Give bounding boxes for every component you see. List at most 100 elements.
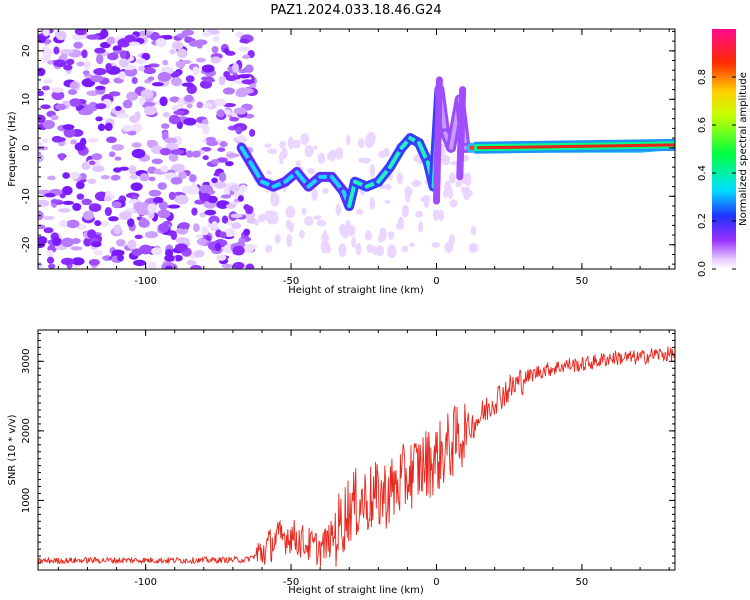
halo-cell bbox=[383, 183, 392, 190]
noise-cell bbox=[112, 45, 122, 52]
halo-cell bbox=[357, 138, 365, 148]
noise-cell bbox=[241, 79, 255, 85]
noise-cell bbox=[238, 46, 250, 52]
noise-cell bbox=[62, 172, 70, 179]
noise-cell bbox=[162, 34, 173, 40]
noise-cell bbox=[219, 141, 228, 148]
noise-cell bbox=[46, 249, 54, 257]
noise-cell bbox=[196, 238, 208, 246]
noise-cell bbox=[81, 49, 88, 59]
noise-cell bbox=[139, 173, 150, 182]
noise-cell bbox=[239, 38, 250, 44]
halo-cell bbox=[355, 242, 362, 256]
noise-cell bbox=[42, 119, 55, 130]
noise-cell bbox=[232, 245, 245, 256]
halo-cell bbox=[335, 203, 342, 216]
noise-cell bbox=[108, 91, 121, 97]
noise-cell bbox=[162, 112, 171, 118]
halo-cell bbox=[387, 244, 397, 259]
noise-cell bbox=[144, 231, 159, 239]
noise-cell bbox=[147, 261, 157, 269]
halo-cell bbox=[364, 134, 374, 149]
halo-cell bbox=[351, 236, 357, 248]
noise-cell bbox=[202, 155, 209, 161]
halo-cell bbox=[317, 152, 326, 164]
noise-cell bbox=[38, 90, 45, 97]
noise-cell bbox=[199, 212, 207, 218]
noise-cell bbox=[173, 254, 183, 262]
y-tick-label: 2000 bbox=[21, 418, 32, 443]
noise-cell bbox=[38, 153, 44, 163]
noise-cell bbox=[146, 139, 155, 146]
x-tick-label: 0 bbox=[433, 276, 439, 287]
noise-cell bbox=[87, 137, 99, 143]
noise-cell bbox=[105, 63, 113, 71]
noise-cell bbox=[60, 237, 74, 248]
halo-cell bbox=[369, 197, 375, 210]
halo-cell bbox=[267, 148, 278, 155]
noise-cell bbox=[131, 142, 142, 148]
noise-cell bbox=[191, 150, 201, 158]
halo-cell bbox=[438, 209, 445, 222]
x-tick-label: 50 bbox=[576, 577, 589, 588]
noise-cell bbox=[169, 96, 180, 103]
y-tick-label: -10 bbox=[21, 188, 32, 204]
noise-cell bbox=[164, 254, 175, 262]
noise-cell bbox=[68, 98, 83, 107]
noise-cell bbox=[159, 96, 168, 107]
halo-cell bbox=[304, 215, 314, 226]
halo-cell bbox=[466, 190, 473, 197]
noise-cell bbox=[111, 249, 125, 257]
noise-cell bbox=[128, 165, 137, 175]
halo-cell bbox=[418, 221, 424, 233]
halo-cell bbox=[397, 216, 404, 229]
noise-cell bbox=[41, 138, 49, 143]
halo-cell bbox=[322, 187, 329, 194]
x-tick-label: 0 bbox=[433, 577, 439, 588]
snr-frame bbox=[37, 329, 676, 571]
noise-cell bbox=[237, 195, 244, 202]
halo-cell bbox=[338, 243, 347, 257]
noise-cell bbox=[117, 38, 131, 48]
noise-cell bbox=[214, 242, 222, 252]
noise-cell bbox=[108, 151, 116, 158]
noise-cell bbox=[99, 221, 110, 227]
noise-cell bbox=[127, 130, 137, 136]
noise-cell bbox=[211, 46, 219, 54]
noise-cell bbox=[71, 34, 86, 41]
noise-cell bbox=[249, 83, 257, 89]
noise-cell bbox=[42, 29, 50, 37]
noise-cell bbox=[186, 260, 197, 266]
colorbar-tick-label: 0.0 bbox=[697, 261, 708, 277]
noise-cell bbox=[47, 60, 54, 65]
noise-cell bbox=[161, 123, 170, 129]
halo-cell bbox=[375, 245, 385, 257]
halo-cell bbox=[316, 219, 327, 227]
halo-cell bbox=[369, 163, 375, 178]
ridge-streak bbox=[456, 86, 467, 181]
noise-cell bbox=[134, 111, 141, 121]
halo-cell bbox=[468, 242, 479, 253]
noise-cell bbox=[118, 71, 126, 80]
noise-cell bbox=[170, 177, 183, 185]
noise-cell bbox=[106, 36, 116, 45]
noise-cell bbox=[174, 243, 188, 252]
noise-cell bbox=[201, 226, 209, 236]
noise-cell bbox=[78, 109, 93, 116]
noise-cell bbox=[38, 141, 44, 147]
ridge-streak bbox=[432, 76, 443, 205]
halo-cell bbox=[281, 148, 288, 159]
noise-cell bbox=[99, 29, 109, 39]
noise-cell bbox=[223, 48, 230, 54]
noise-cell bbox=[171, 41, 184, 50]
noise-cell bbox=[164, 265, 173, 269]
noise-cell bbox=[214, 181, 227, 189]
noise-cell bbox=[94, 47, 106, 54]
noise-cell bbox=[184, 94, 194, 103]
noise-cell bbox=[95, 116, 103, 122]
noise-cell bbox=[204, 78, 216, 83]
noise-cell bbox=[116, 113, 129, 119]
halo-cell bbox=[384, 199, 391, 204]
noise-cell bbox=[91, 153, 103, 161]
